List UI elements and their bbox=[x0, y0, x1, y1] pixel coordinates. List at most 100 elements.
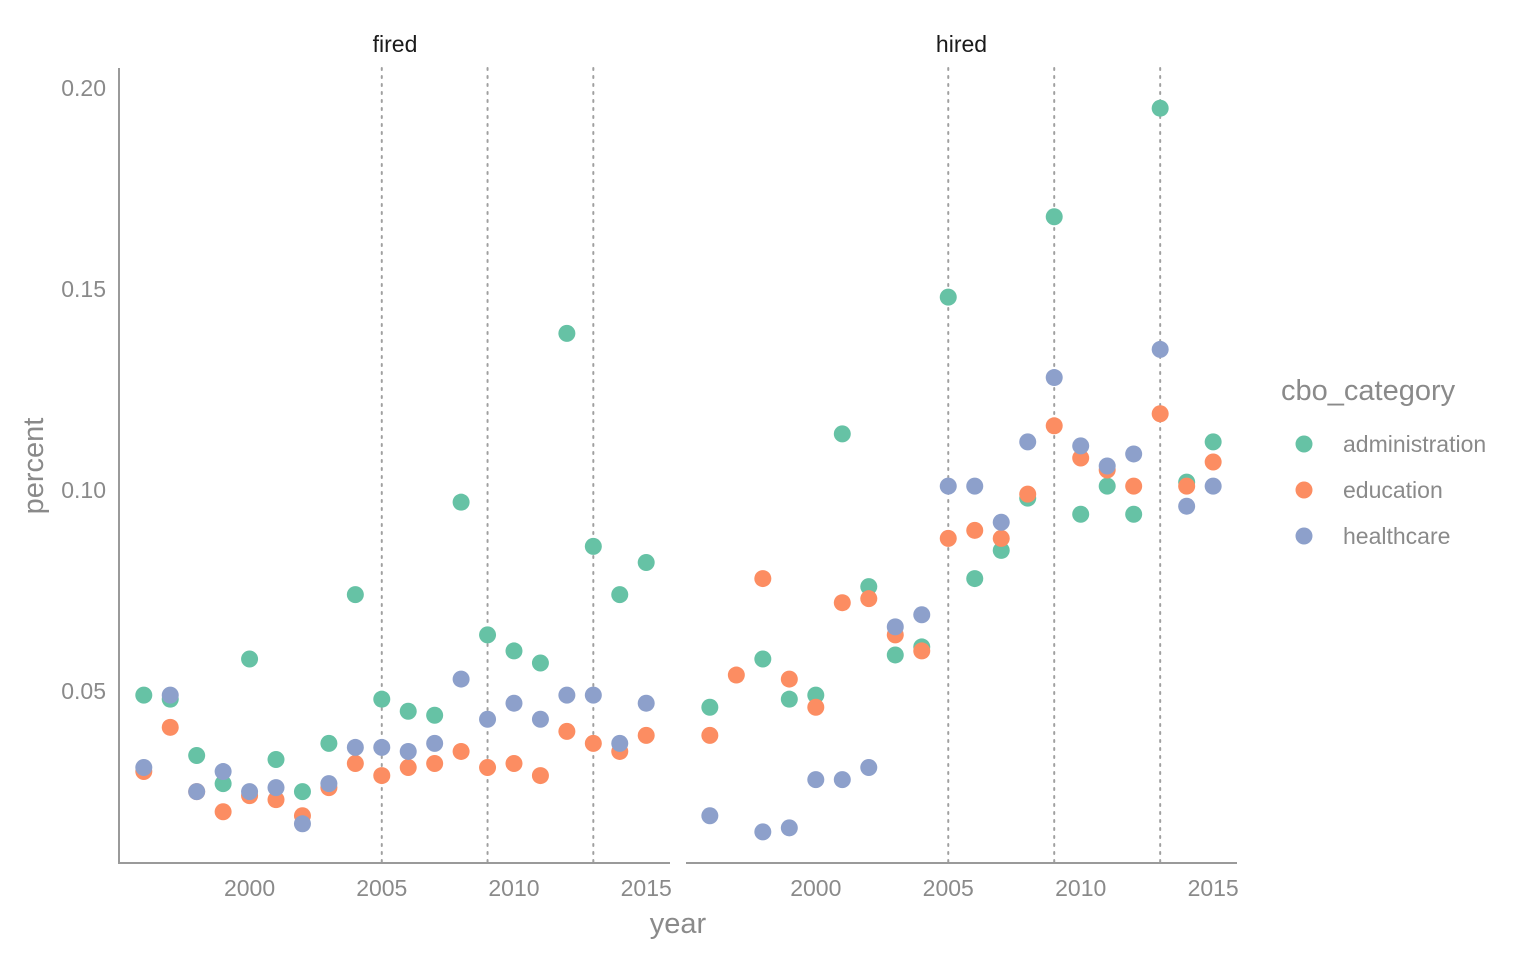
x-tick-label: 2010 bbox=[488, 875, 539, 901]
data-point-education bbox=[531, 767, 549, 785]
legend-label-healthcare: healthcare bbox=[1343, 523, 1450, 549]
data-point-education bbox=[992, 529, 1010, 547]
data-point-education bbox=[913, 642, 931, 660]
data-point-education bbox=[558, 722, 576, 740]
data-point-healthcare bbox=[966, 477, 984, 495]
data-point-healthcare bbox=[886, 618, 904, 636]
legend-key-healthcare bbox=[1295, 527, 1313, 545]
x-tick-label: 2005 bbox=[923, 875, 974, 901]
data-point-healthcare bbox=[701, 807, 719, 825]
data-point-education bbox=[267, 791, 285, 809]
data-point-healthcare bbox=[833, 771, 851, 789]
data-point-education bbox=[1019, 485, 1037, 503]
data-point-education bbox=[1045, 417, 1063, 435]
panel-fired: fired 2000 2005 2010 2015 0.05 0.10 0.15 0.20 bbox=[61, 31, 672, 901]
data-point-education bbox=[727, 666, 745, 684]
panel-title: fired bbox=[373, 31, 418, 57]
data-point-education bbox=[399, 759, 417, 777]
data-point-administration bbox=[1204, 433, 1222, 451]
data-point-healthcare bbox=[452, 670, 470, 688]
legend-key-administration bbox=[1295, 435, 1313, 453]
data-point-education bbox=[373, 767, 391, 785]
data-point-education bbox=[1204, 453, 1222, 471]
data-point-healthcare bbox=[860, 759, 878, 777]
legend-key-education bbox=[1295, 481, 1313, 499]
data-point-healthcare bbox=[558, 686, 576, 704]
data-point-healthcare bbox=[531, 710, 549, 728]
data-point-healthcare bbox=[1125, 445, 1143, 463]
data-point-administration bbox=[188, 746, 206, 764]
y-tick-label: 0.20 bbox=[61, 75, 106, 101]
data-point-administration bbox=[637, 553, 655, 571]
data-point-education bbox=[584, 734, 602, 752]
data-point-healthcare bbox=[135, 759, 153, 777]
data-point-administration bbox=[479, 626, 497, 644]
data-point-healthcare bbox=[214, 763, 232, 781]
data-point-healthcare bbox=[807, 771, 825, 789]
data-point-healthcare bbox=[293, 815, 311, 833]
data-point-administration bbox=[939, 288, 957, 306]
data-point-healthcare bbox=[1178, 497, 1196, 515]
data-point-healthcare bbox=[1019, 433, 1037, 451]
data-point-healthcare bbox=[505, 694, 523, 712]
data-point-healthcare bbox=[346, 738, 364, 756]
data-point-education bbox=[1072, 449, 1090, 467]
data-point-healthcare bbox=[584, 686, 602, 704]
data-point-healthcare bbox=[780, 819, 798, 837]
data-point-healthcare bbox=[913, 606, 931, 624]
data-point-healthcare bbox=[399, 742, 417, 760]
data-point-administration bbox=[505, 642, 523, 660]
data-point-education bbox=[833, 594, 851, 612]
data-point-administration bbox=[1045, 208, 1063, 226]
data-point-administration bbox=[426, 706, 444, 724]
data-point-administration bbox=[886, 646, 904, 664]
data-point-administration bbox=[399, 702, 417, 720]
data-point-administration bbox=[1151, 99, 1169, 117]
data-point-administration bbox=[1072, 505, 1090, 523]
data-point-education bbox=[161, 718, 179, 736]
data-point-administration bbox=[992, 541, 1010, 559]
data-point-administration bbox=[1098, 477, 1116, 495]
x-axis-title: year bbox=[650, 908, 707, 940]
data-point-healthcare bbox=[754, 823, 772, 841]
panels-layer: fired 2000 2005 2010 2015 0.05 0.10 0.15 0.20 hir… bbox=[61, 31, 1239, 901]
x-tick-label: 2000 bbox=[790, 875, 841, 901]
data-point-healthcare bbox=[1204, 477, 1222, 495]
data-point-healthcare bbox=[1151, 340, 1169, 358]
data-point-education bbox=[452, 742, 470, 760]
data-point-administration bbox=[860, 578, 878, 596]
data-point-administration bbox=[320, 734, 338, 752]
data-point-education bbox=[860, 590, 878, 608]
y-tick-label: 0.05 bbox=[61, 678, 106, 704]
panel-hired: hired 2000 2005 2010 2015 bbox=[686, 31, 1239, 901]
data-point-education bbox=[346, 755, 364, 773]
data-point-education bbox=[479, 759, 497, 777]
legend-label-education: education bbox=[1343, 477, 1443, 503]
data-point-healthcare bbox=[320, 775, 338, 793]
panel-title: hired bbox=[936, 31, 987, 57]
data-point-administration bbox=[267, 750, 285, 768]
data-point-education bbox=[754, 570, 772, 588]
data-point-administration bbox=[452, 493, 470, 511]
x-tick-label: 2015 bbox=[621, 875, 672, 901]
data-point-education bbox=[1125, 477, 1143, 495]
x-tick-label: 2010 bbox=[1055, 875, 1106, 901]
legend: cbo_category administration education heal… bbox=[1281, 375, 1486, 549]
data-point-education bbox=[1151, 405, 1169, 423]
data-point-administration bbox=[214, 775, 232, 793]
x-tick-label: 2000 bbox=[224, 875, 275, 901]
y-axis-title: percent bbox=[18, 418, 50, 515]
data-point-healthcare bbox=[611, 734, 629, 752]
data-point-administration bbox=[611, 586, 629, 604]
data-point-education bbox=[966, 521, 984, 539]
data-point-education bbox=[807, 698, 825, 716]
data-point-administration bbox=[833, 425, 851, 443]
data-point-administration bbox=[346, 586, 364, 604]
data-point-healthcare bbox=[188, 783, 206, 801]
data-point-healthcare bbox=[373, 738, 391, 756]
data-point-healthcare bbox=[939, 477, 957, 495]
y-tick-label: 0.15 bbox=[61, 276, 106, 302]
data-point-healthcare bbox=[1072, 437, 1090, 455]
data-point-administration bbox=[754, 650, 772, 668]
